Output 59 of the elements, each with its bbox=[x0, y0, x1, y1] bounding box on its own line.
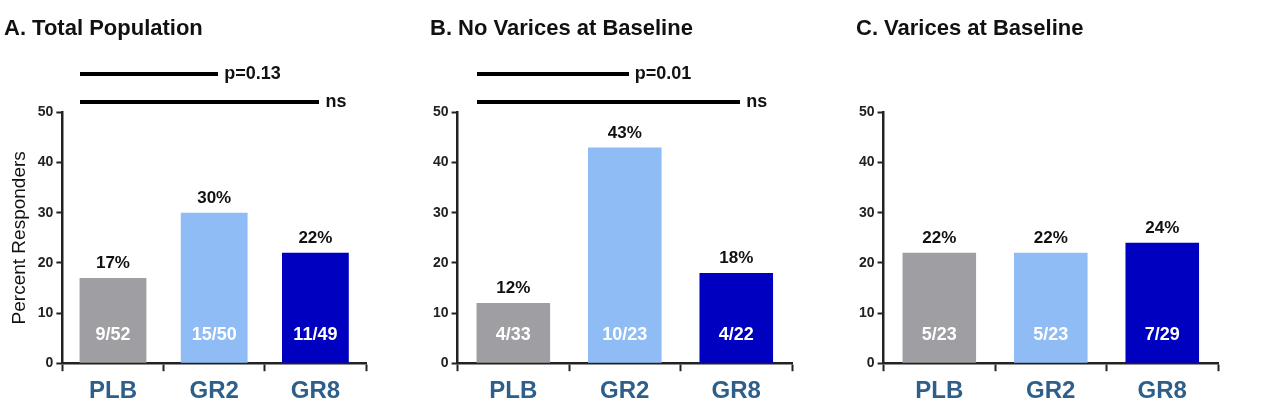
y-tick-label: 20 bbox=[37, 253, 54, 270]
y-tick-label: 40 bbox=[858, 153, 875, 170]
x-tick-label: GR8 bbox=[711, 376, 761, 404]
data-label: 12% bbox=[496, 278, 531, 298]
y-tick-label: 0 bbox=[866, 354, 875, 371]
x-tick-label: PLB bbox=[915, 376, 964, 404]
y-tick-label: 40 bbox=[37, 153, 54, 170]
annotation: 7/29 bbox=[1144, 324, 1180, 345]
text: p=0.01 bbox=[634, 63, 692, 84]
data-label: 30% bbox=[197, 187, 232, 207]
y-tick-label: 40 bbox=[432, 153, 449, 170]
data-label: 22% bbox=[922, 228, 957, 248]
y-tick-label: 10 bbox=[858, 303, 875, 320]
data-label: 17% bbox=[95, 253, 130, 273]
text: ns bbox=[325, 91, 347, 112]
y-tick-label: 30 bbox=[37, 203, 54, 220]
annotation: 4/22 bbox=[718, 324, 754, 345]
bar bbox=[699, 272, 774, 363]
data-label: 18% bbox=[719, 248, 754, 268]
annotation: 10/23 bbox=[602, 324, 648, 345]
x-tick-label: PLB bbox=[88, 376, 137, 404]
y-tick-label: 10 bbox=[432, 303, 449, 320]
bar bbox=[588, 147, 662, 363]
x-tick-label: GR2 bbox=[1026, 376, 1076, 404]
chart-title: A. Total Population bbox=[4, 15, 203, 41]
chart-title: B. No Varices at Baseline bbox=[430, 15, 693, 41]
y-tick-label: 0 bbox=[440, 354, 449, 371]
annotation: 5/23 bbox=[921, 324, 957, 345]
y-tick-label: 50 bbox=[432, 103, 449, 120]
data-label: 43% bbox=[607, 122, 642, 142]
annotation: 4/33 bbox=[495, 324, 531, 345]
y-tick-label: 30 bbox=[432, 203, 449, 220]
y-tick-label: 10 bbox=[37, 303, 54, 320]
y-tick-label: 30 bbox=[858, 203, 875, 220]
x-tick-label: GR2 bbox=[600, 376, 650, 404]
data-label: 22% bbox=[298, 228, 333, 248]
bar bbox=[180, 212, 248, 363]
y-tick-label: 20 bbox=[858, 253, 875, 270]
x-tick-label: GR8 bbox=[1137, 376, 1187, 404]
text: ns bbox=[746, 91, 768, 112]
annotation: 15/50 bbox=[191, 324, 237, 345]
x-tick-label: GR8 bbox=[290, 376, 341, 404]
x-tick-label: PLB bbox=[489, 376, 538, 404]
data-label: 22% bbox=[1033, 228, 1068, 248]
annotation: 9/52 bbox=[95, 324, 131, 345]
annotation: 5/23 bbox=[1033, 324, 1069, 345]
x-tick-label: GR2 bbox=[189, 376, 239, 404]
y-tick-label: 20 bbox=[432, 253, 449, 270]
bar bbox=[79, 277, 147, 363]
y-tick-label: 0 bbox=[45, 354, 54, 371]
bar bbox=[476, 303, 551, 363]
y-axis-title: Percent Responders bbox=[7, 151, 29, 325]
y-tick-label: 50 bbox=[858, 103, 875, 120]
y-tick-label: 50 bbox=[37, 103, 54, 120]
annotation: 11/49 bbox=[293, 324, 338, 345]
bar bbox=[282, 252, 349, 363]
chart-title: C. Varices at Baseline bbox=[856, 15, 1084, 41]
data-label: 24% bbox=[1145, 218, 1180, 237]
text: p=0.13 bbox=[224, 63, 281, 84]
